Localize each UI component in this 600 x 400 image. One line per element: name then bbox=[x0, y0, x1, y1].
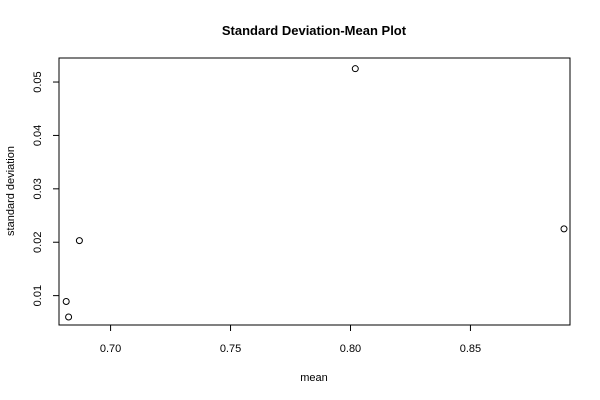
data-point bbox=[65, 313, 73, 321]
data-point bbox=[75, 237, 83, 245]
x-tick-label: 0.85 bbox=[460, 343, 481, 355]
y-axis-label: standard deviation bbox=[5, 146, 17, 236]
chart-title: Standard Deviation-Mean Plot bbox=[222, 23, 407, 38]
x-tick-label: 0.75 bbox=[220, 343, 241, 355]
data-point bbox=[560, 225, 568, 233]
y-tick-label: 0.05 bbox=[32, 71, 44, 92]
y-tick-label: 0.02 bbox=[32, 232, 44, 253]
data-points bbox=[62, 65, 568, 321]
x-axis-label: mean bbox=[300, 372, 328, 384]
y-tick-label: 0.04 bbox=[32, 125, 44, 146]
data-point bbox=[62, 298, 70, 306]
x-tick-label: 0.70 bbox=[100, 343, 121, 355]
y-axis: 0.01 0.02 0.03 0.04 0.05 bbox=[32, 71, 60, 306]
y-tick-label: 0.03 bbox=[32, 178, 44, 199]
x-axis: 0.70 0.75 0.80 0.85 bbox=[100, 324, 481, 355]
y-tick-label: 0.01 bbox=[32, 285, 44, 306]
x-tick-label: 0.80 bbox=[340, 343, 361, 355]
data-point bbox=[351, 65, 359, 73]
